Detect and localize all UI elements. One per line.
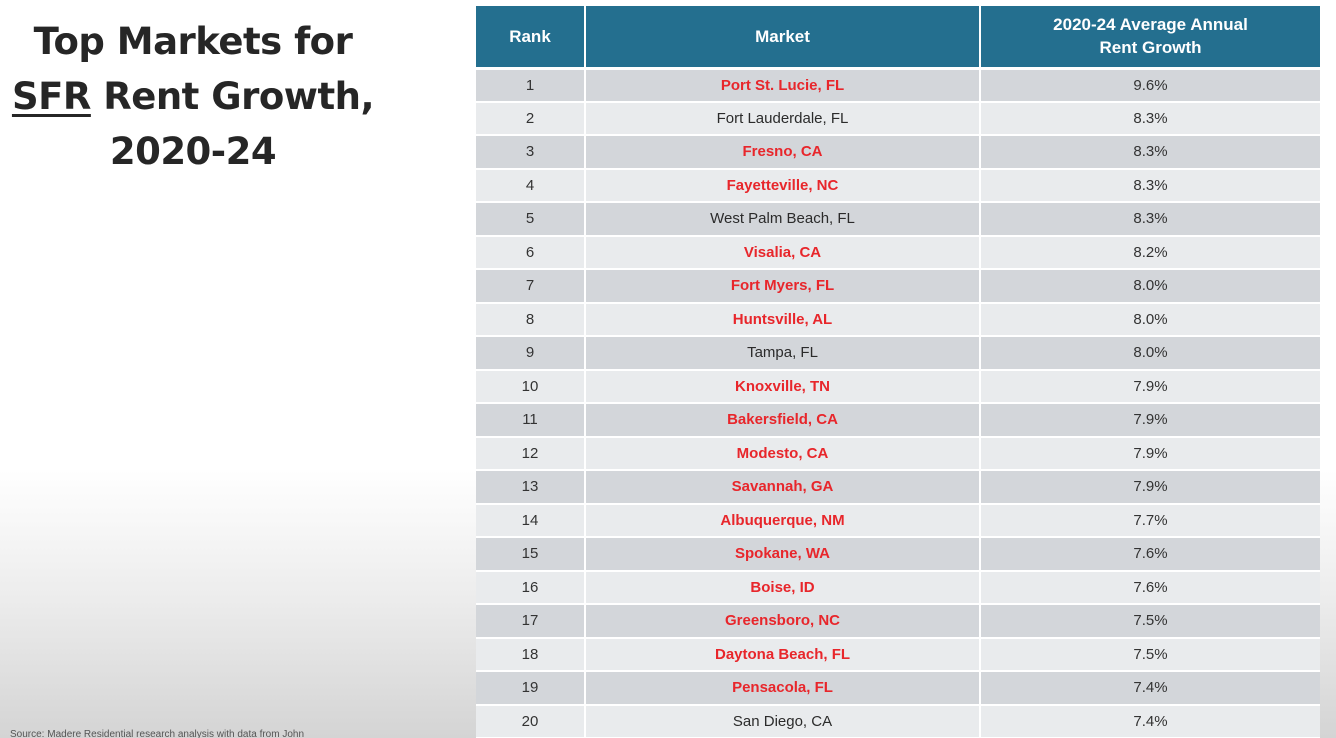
header-growth: 2020-24 Average Annual Rent Growth: [980, 6, 1320, 68]
header-growth-label: 2020-24 Average Annual Rent Growth: [1053, 15, 1248, 58]
table-row: 17 Greensboro, NC 7.5%: [476, 604, 1320, 639]
rent-growth-table: Rank Market 2020-24 Average Annual Rent …: [476, 6, 1320, 738]
table-row: 19 Pensacola, FL 7.4%: [476, 671, 1320, 706]
market-cell: Fayetteville, NC: [585, 168, 981, 203]
title-sfr: SFR: [11, 75, 91, 118]
slide-title: Top Markets for SFR Rent Growth, 2020-24: [0, 14, 386, 179]
rank-cell: 10: [476, 369, 586, 404]
growth-cell: 8.3%: [980, 135, 1320, 170]
rank-cell: 4: [476, 168, 586, 203]
table-row: 12 Modesto, CA 7.9%: [476, 436, 1320, 471]
growth-cell: 8.3%: [980, 101, 1320, 136]
table-row: 14 Albuquerque, NM 7.7%: [476, 503, 1320, 538]
table-row: 9 Tampa, FL 8.0%: [476, 336, 1320, 371]
header-rank: Rank: [476, 6, 586, 68]
table-row: 7 Fort Myers, FL 8.0%: [476, 269, 1320, 304]
growth-cell: 8.0%: [980, 302, 1320, 337]
market-cell: Visalia, CA: [585, 235, 981, 270]
market-cell: Pensacola, FL: [585, 671, 981, 706]
growth-cell: 7.9%: [980, 403, 1320, 438]
rank-cell: 13: [476, 470, 586, 505]
table-row: 16 Boise, ID 7.6%: [476, 570, 1320, 605]
market-cell: Fresno, CA: [585, 135, 981, 170]
rank-cell: 1: [476, 68, 586, 103]
table-row: 13 Savannah, GA 7.9%: [476, 470, 1320, 505]
header-market: Market: [585, 6, 981, 68]
title-line-1: Top Markets for: [33, 20, 353, 63]
market-cell: Modesto, CA: [585, 436, 981, 471]
table-row: 6 Visalia, CA 8.2%: [476, 235, 1320, 270]
table-row: 4 Fayetteville, NC 8.3%: [476, 168, 1320, 203]
growth-cell: 7.6%: [980, 570, 1320, 605]
growth-cell: 7.9%: [980, 436, 1320, 471]
market-cell: San Diego, CA: [585, 704, 981, 738]
market-cell: Greensboro, NC: [585, 604, 981, 639]
rank-cell: 19: [476, 671, 586, 706]
market-cell: Tampa, FL: [585, 336, 981, 371]
rank-cell: 9: [476, 336, 586, 371]
rank-cell: 12: [476, 436, 586, 471]
market-cell: Daytona Beach, FL: [585, 637, 981, 672]
growth-cell: 8.0%: [980, 269, 1320, 304]
rank-cell: 5: [476, 202, 586, 237]
rank-cell: 17: [476, 604, 586, 639]
title-line-3: 2020-24: [109, 130, 277, 173]
table-row: 8 Huntsville, AL 8.0%: [476, 302, 1320, 337]
growth-cell: 7.5%: [980, 637, 1320, 672]
table-row: 15 Spokane, WA 7.6%: [476, 537, 1320, 572]
growth-cell: 7.6%: [980, 537, 1320, 572]
rank-cell: 14: [476, 503, 586, 538]
growth-cell: 7.9%: [980, 369, 1320, 404]
table-row: 2 Fort Lauderdale, FL 8.3%: [476, 101, 1320, 136]
market-cell: Port St. Lucie, FL: [585, 68, 981, 103]
table-header-row: Rank Market 2020-24 Average Annual Rent …: [476, 6, 1320, 68]
growth-cell: 7.9%: [980, 470, 1320, 505]
growth-cell: 9.6%: [980, 68, 1320, 103]
growth-cell: 7.5%: [980, 604, 1320, 639]
growth-cell: 7.4%: [980, 704, 1320, 738]
market-cell: West Palm Beach, FL: [585, 202, 981, 237]
rank-cell: 11: [476, 403, 586, 438]
table-row: 20 San Diego, CA 7.4%: [476, 704, 1320, 738]
table-row: 10 Knoxville, TN 7.9%: [476, 369, 1320, 404]
market-cell: Bakersfield, CA: [585, 403, 981, 438]
rank-cell: 7: [476, 269, 586, 304]
rank-cell: 16: [476, 570, 586, 605]
growth-cell: 7.7%: [980, 503, 1320, 538]
growth-cell: 8.0%: [980, 336, 1320, 371]
rank-cell: 18: [476, 637, 586, 672]
growth-cell: 8.3%: [980, 168, 1320, 203]
table-row: 1 Port St. Lucie, FL 9.6%: [476, 68, 1320, 103]
source-note: Source: Madere Residential research anal…: [10, 729, 305, 738]
title-line-2-rest: Rent Growth,: [90, 75, 375, 118]
rank-cell: 3: [476, 135, 586, 170]
market-cell: Knoxville, TN: [585, 369, 981, 404]
table-row: 3 Fresno, CA 8.3%: [476, 135, 1320, 170]
market-cell: Savannah, GA: [585, 470, 981, 505]
rank-cell: 8: [476, 302, 586, 337]
market-cell: Fort Myers, FL: [585, 269, 981, 304]
market-cell: Boise, ID: [585, 570, 981, 605]
growth-cell: 8.3%: [980, 202, 1320, 237]
rank-cell: 2: [476, 101, 586, 136]
rank-cell: 6: [476, 235, 586, 270]
table-row: 5 West Palm Beach, FL 8.3%: [476, 202, 1320, 237]
market-cell: Spokane, WA: [585, 537, 981, 572]
rank-cell: 20: [476, 704, 586, 738]
growth-cell: 7.4%: [980, 671, 1320, 706]
market-cell: Huntsville, AL: [585, 302, 981, 337]
title-line-2: SFR Rent Growth,: [0, 69, 386, 124]
growth-cell: 8.2%: [980, 235, 1320, 270]
table-body: 1 Port St. Lucie, FL 9.6% 2 Fort Lauderdale,…: [476, 68, 1320, 738]
market-cell: Albuquerque, NM: [585, 503, 981, 538]
market-cell: Fort Lauderdale, FL: [585, 101, 981, 136]
table-row: 11 Bakersfield, CA 7.9%: [476, 403, 1320, 438]
rank-cell: 15: [476, 537, 586, 572]
markets-table: Rank Market 2020-24 Average Annual Rent …: [476, 6, 1320, 738]
table-row: 18 Daytona Beach, FL 7.5%: [476, 637, 1320, 672]
